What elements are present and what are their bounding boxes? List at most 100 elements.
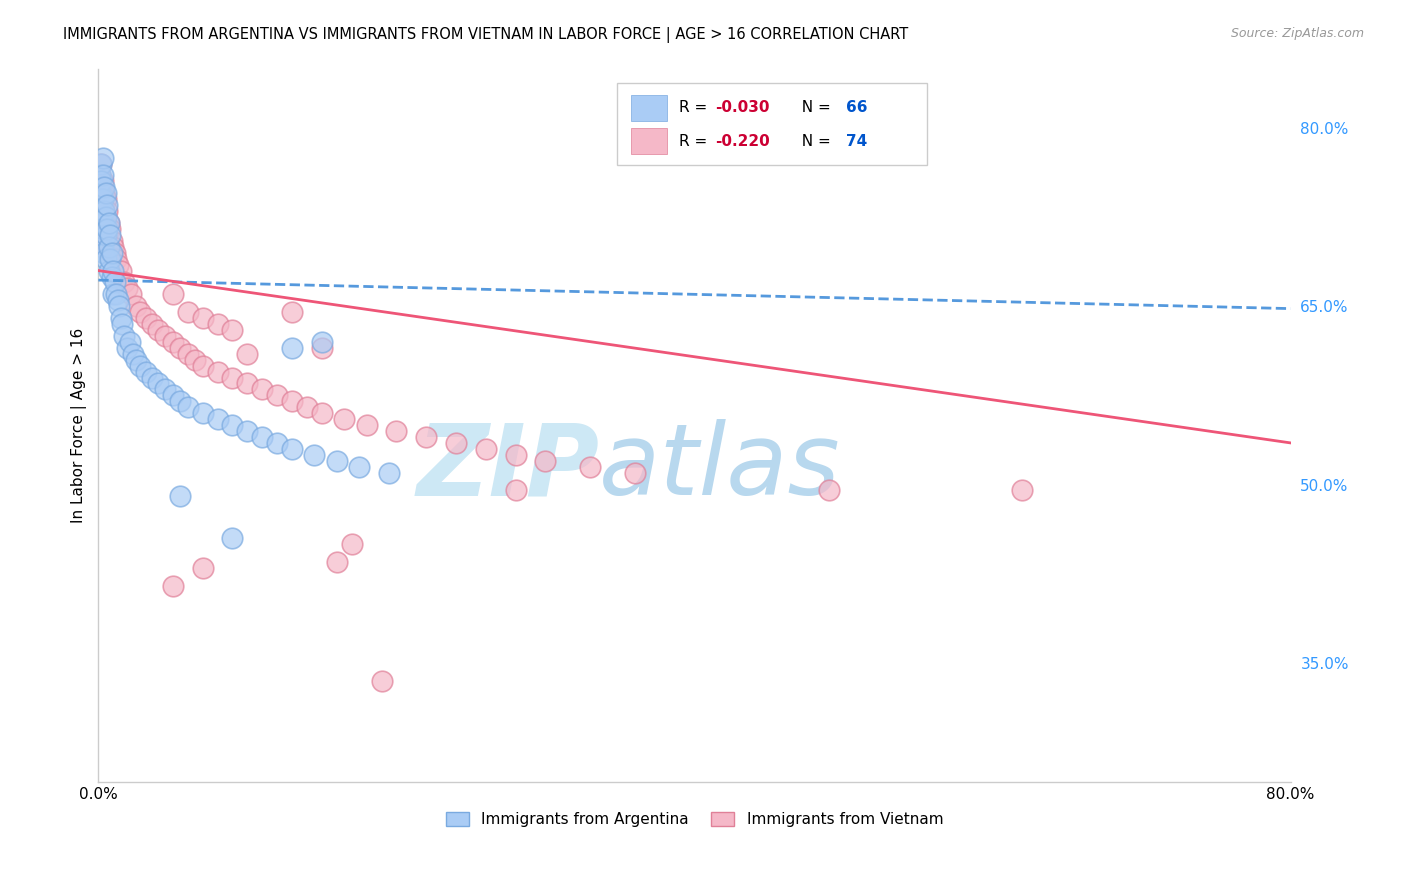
Point	[97, 240, 120, 254]
Point	[118, 334, 141, 349]
Text: N =: N =	[792, 134, 835, 149]
Point	[110, 263, 132, 277]
Point	[326, 555, 349, 569]
Point	[579, 459, 602, 474]
Text: IMMIGRANTS FROM ARGENTINA VS IMMIGRANTS FROM VIETNAM IN LABOR FORCE | AGE > 16 C: IMMIGRANTS FROM ARGENTINA VS IMMIGRANTS …	[63, 27, 908, 43]
Point	[177, 305, 200, 319]
Point	[162, 578, 184, 592]
Point	[89, 169, 111, 183]
Point	[112, 276, 135, 290]
Point	[624, 466, 647, 480]
Point	[91, 216, 114, 230]
Legend: Immigrants from Argentina, Immigrants from Vietnam: Immigrants from Argentina, Immigrants fr…	[439, 805, 950, 835]
Point	[89, 204, 111, 219]
Point	[90, 180, 112, 194]
Point	[100, 245, 122, 260]
Point	[105, 287, 128, 301]
Point	[107, 258, 129, 272]
Point	[90, 192, 112, 206]
Point	[93, 204, 115, 219]
Point	[340, 537, 363, 551]
Point	[252, 430, 274, 444]
Point	[135, 311, 157, 326]
Point	[94, 210, 117, 224]
Text: R =: R =	[679, 100, 711, 115]
Point	[96, 222, 118, 236]
Point	[129, 305, 152, 319]
Point	[155, 383, 177, 397]
Point	[111, 317, 134, 331]
Point	[100, 269, 122, 284]
Point	[311, 334, 333, 349]
Point	[311, 406, 333, 420]
Point	[304, 448, 326, 462]
Point	[91, 169, 114, 183]
Point	[90, 204, 112, 219]
Point	[98, 222, 121, 236]
Point	[124, 352, 146, 367]
Point	[129, 359, 152, 373]
Point	[97, 240, 120, 254]
Point	[281, 305, 304, 319]
Point	[221, 370, 243, 384]
Text: ZIP: ZIP	[416, 419, 599, 516]
Point	[281, 442, 304, 456]
Point	[89, 169, 111, 183]
Point	[90, 227, 112, 242]
Point	[169, 490, 191, 504]
Point	[107, 293, 129, 308]
Point	[112, 329, 135, 343]
Y-axis label: In Labor Force | Age > 16: In Labor Force | Age > 16	[72, 327, 87, 523]
Point	[93, 204, 115, 219]
Point	[177, 347, 200, 361]
Point	[96, 227, 118, 242]
Point	[135, 365, 157, 379]
Point	[191, 406, 214, 420]
Point	[475, 442, 498, 456]
Text: atlas: atlas	[599, 419, 841, 516]
Point	[110, 311, 132, 326]
Point	[252, 383, 274, 397]
Point	[91, 240, 114, 254]
Point	[96, 198, 118, 212]
Point	[356, 418, 378, 433]
Point	[90, 156, 112, 170]
Point	[93, 245, 115, 260]
Point	[236, 376, 259, 391]
Point	[444, 436, 467, 450]
Point	[169, 394, 191, 409]
Point	[103, 263, 125, 277]
Point	[94, 192, 117, 206]
Point	[141, 370, 163, 384]
Point	[97, 216, 120, 230]
Point	[94, 216, 117, 230]
Point	[207, 317, 229, 331]
Point	[89, 192, 111, 206]
Point	[141, 317, 163, 331]
Point	[415, 430, 437, 444]
Point	[93, 222, 115, 236]
Point	[155, 329, 177, 343]
Point	[191, 560, 214, 574]
Point	[115, 341, 138, 355]
Text: 66: 66	[846, 100, 868, 115]
Point	[281, 394, 304, 409]
Point	[91, 216, 114, 230]
Point	[236, 424, 259, 438]
Point	[207, 365, 229, 379]
Point	[108, 299, 131, 313]
Point	[333, 412, 356, 426]
Point	[100, 234, 122, 248]
Point	[90, 174, 112, 188]
Bar	[631, 95, 666, 120]
Point	[98, 227, 121, 242]
Point	[1011, 483, 1033, 498]
Point	[385, 424, 408, 438]
Point	[115, 281, 138, 295]
Point	[104, 245, 127, 260]
Point	[370, 673, 392, 688]
Text: 74: 74	[846, 134, 868, 149]
Point	[162, 287, 184, 301]
Point	[347, 459, 370, 474]
Point	[93, 180, 115, 194]
